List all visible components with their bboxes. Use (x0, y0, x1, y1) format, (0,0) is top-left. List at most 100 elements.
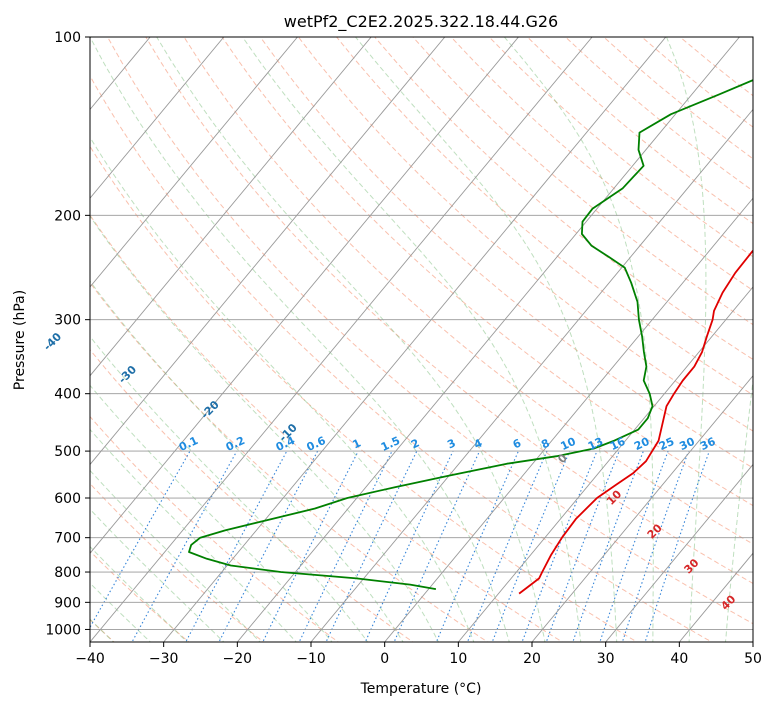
mixing-ratio-label: 20 (632, 435, 652, 453)
moist-adiabat (242, 37, 582, 642)
mixing-ratio-line (466, 450, 548, 642)
dry-adiabat (412, 37, 753, 326)
mixing-ratio-line (90, 450, 191, 629)
dry-adiabat (450, 37, 753, 292)
chart-title: wetPf2_C2E2.2025.322.18.44.G26 (284, 12, 558, 32)
x-axis-title: Temperature (°C) (360, 681, 482, 697)
isotherm-line (90, 37, 372, 377)
moist-adiabat (90, 545, 188, 642)
y-axis: 100 200 300 400 500 600 700 800 900 1000 (45, 30, 90, 638)
mixing-ratio-label: 3 (445, 436, 457, 451)
mixing-ratio-label: 30 (677, 435, 697, 453)
dry-adiabat (221, 37, 753, 507)
temperature-line (518, 249, 753, 595)
dry-adiabat (183, 37, 753, 545)
isotherm-line (90, 37, 446, 466)
mixing-ratio-line (621, 450, 690, 642)
moist-adiabat (724, 376, 753, 642)
mixing-ratio-line (545, 450, 620, 642)
mixing-ratio-line (364, 450, 454, 642)
mixing-ratio-label: 4 (472, 436, 485, 451)
isopleth-value-label: -40 (41, 330, 64, 353)
x-tick-label: 50 (744, 651, 762, 667)
moist-adiabat-label: 40 (718, 592, 738, 612)
x-tick-label: 0 (380, 651, 389, 667)
y-tick-label: 900 (54, 595, 81, 611)
moist-adiabat (762, 37, 775, 644)
isotherm-line (310, 108, 753, 642)
dry-adiabat (90, 281, 489, 642)
x-tick-label: −30 (149, 651, 179, 667)
x-tick-label: −20 (223, 651, 253, 667)
dry-adiabat (374, 37, 753, 361)
moist-adiabat (90, 136, 475, 642)
isotherm-line (752, 641, 753, 642)
gridlines (0, 37, 753, 642)
moist-adiabat (90, 335, 369, 642)
dry-adiabat (336, 37, 753, 396)
isotherm-line (605, 463, 753, 642)
mixing-ratio-line (521, 450, 598, 642)
x-tick-label: −40 (75, 651, 105, 667)
isotherm-line (0, 37, 3, 642)
mixing-ratio-line (262, 450, 359, 642)
mixing-ratio-line (644, 450, 710, 642)
isotherm-line (531, 375, 753, 642)
dry-adiabat (90, 214, 564, 642)
dry-adiabat (90, 145, 638, 642)
dry-adiabat (90, 74, 713, 642)
y-tick-label: 500 (54, 444, 81, 460)
y-tick-label: 100 (54, 30, 81, 46)
series-layer (188, 79, 753, 595)
y-tick-label: 400 (54, 387, 81, 403)
y-axis-title: Pressure (hPa) (12, 290, 28, 390)
mixing-ratio-line (298, 450, 393, 642)
y-tick-label: 300 (54, 313, 81, 329)
dry-adiabat (107, 37, 753, 625)
moist-adiabat (666, 37, 707, 642)
moist-adiabat (355, 37, 618, 642)
x-tick-label: 30 (597, 651, 615, 667)
dry-adiabat (298, 37, 753, 432)
dewpoint-line (188, 79, 753, 590)
y-tick-label: 800 (54, 565, 81, 581)
x-tick-label: 20 (523, 651, 541, 667)
isotherm-line (678, 552, 753, 642)
x-tick-label: −10 (296, 651, 326, 667)
y-tick-label: 600 (54, 491, 81, 507)
isotherm-line (457, 286, 753, 642)
moist-adiabat (90, 215, 439, 642)
mixing-ratio-label: 6 (511, 436, 524, 451)
isotherm-line (90, 37, 225, 199)
isotherm-line (90, 37, 519, 554)
dry-adiabat (145, 37, 753, 584)
mixing-ratio-label: 10 (559, 435, 579, 453)
mixing-ratio-label: 1 (351, 436, 363, 451)
mixing-ratio-label: 25 (657, 435, 676, 453)
mixing-ratio-label: 13 (586, 435, 605, 453)
mixing-ratio-line (218, 450, 319, 642)
y-tick-label: 1000 (45, 622, 81, 638)
plot-frame (89, 36, 754, 643)
isopleth-value-label: -30 (116, 363, 139, 386)
moist-adiabat (90, 37, 510, 642)
isotherm-line (384, 197, 753, 642)
y-tick-label: 200 (54, 208, 81, 224)
isotherm-line (90, 37, 593, 642)
dry-adiabat (90, 415, 340, 642)
x-axis: −40 −30 −20 −10 0 10 20 30 40 50 (75, 642, 762, 667)
mixing-ratio-label: 16 (608, 435, 628, 453)
moist-adiabat-label: 20 (645, 521, 665, 541)
background-lines (90, 37, 775, 644)
dry-adiabat (603, 37, 753, 160)
x-tick-label: 40 (670, 651, 688, 667)
mixing-ratio-label: 36 (698, 435, 718, 453)
x-tick-label: 10 (449, 651, 467, 667)
mixing-ratio-line (572, 450, 644, 642)
dry-adiabat (565, 37, 753, 192)
mixing-ratio-label: 2 (409, 436, 421, 451)
y-tick-label: 700 (54, 531, 81, 547)
isotherm-line (90, 37, 298, 288)
mixing-ratio-line (325, 450, 418, 642)
